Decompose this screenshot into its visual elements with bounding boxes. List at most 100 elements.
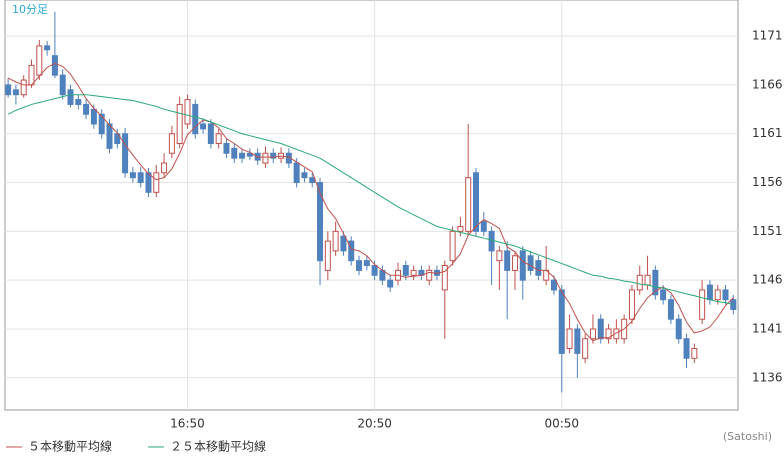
candle-body bbox=[714, 289, 721, 301]
candle-body bbox=[441, 265, 448, 291]
candle-body bbox=[558, 289, 565, 354]
candle-body bbox=[535, 260, 542, 276]
candle-body bbox=[402, 265, 409, 276]
candle-body bbox=[36, 45, 43, 76]
candle-body bbox=[145, 172, 152, 193]
x-tick-label: 20:50 bbox=[357, 417, 392, 431]
candle-body bbox=[519, 250, 526, 281]
candle-body bbox=[496, 250, 503, 262]
candle-body bbox=[215, 133, 222, 145]
y-tick-label: 1136 bbox=[752, 370, 783, 384]
candle-body bbox=[137, 172, 144, 184]
candle-body bbox=[324, 240, 331, 271]
y-tick-label: 1161 bbox=[752, 126, 783, 140]
candle-body bbox=[480, 221, 487, 232]
credit: (Satoshi) bbox=[723, 430, 772, 443]
candle-body bbox=[59, 74, 66, 96]
candle-body bbox=[605, 328, 612, 340]
candle-body bbox=[449, 230, 456, 262]
candle-body bbox=[511, 255, 518, 271]
candle-body bbox=[98, 113, 105, 135]
candle-body bbox=[644, 274, 651, 286]
candle-body bbox=[566, 328, 573, 350]
candle-body bbox=[153, 172, 160, 193]
candle-body bbox=[465, 177, 472, 232]
candle-body bbox=[660, 289, 667, 301]
candle-body bbox=[597, 318, 604, 340]
candle-body bbox=[589, 328, 596, 340]
y-tick-label: 1166 bbox=[752, 77, 783, 91]
candle-body bbox=[371, 265, 378, 276]
candle-body bbox=[387, 279, 394, 288]
legend-label: ５本移動平均線 bbox=[28, 439, 112, 454]
candle-body bbox=[706, 284, 713, 301]
candle-body bbox=[309, 177, 316, 184]
candle-body bbox=[636, 274, 643, 291]
y-tick-label: 1141 bbox=[752, 321, 783, 335]
candle-body bbox=[207, 123, 214, 144]
candle-body bbox=[675, 318, 682, 340]
candle-body bbox=[12, 89, 19, 96]
candle-body bbox=[574, 328, 581, 354]
candle-body bbox=[129, 172, 136, 179]
candle-body bbox=[262, 152, 269, 164]
candle-body bbox=[231, 147, 238, 159]
y-tick-label: 1146 bbox=[752, 273, 783, 287]
candle-body bbox=[168, 133, 175, 154]
candle-body bbox=[106, 123, 113, 149]
candle-body bbox=[184, 99, 191, 125]
candle-body bbox=[722, 289, 729, 301]
candle-body bbox=[270, 152, 277, 159]
candle-body bbox=[75, 99, 82, 105]
candle-body bbox=[667, 299, 674, 320]
y-tick-label: 1156 bbox=[752, 175, 783, 189]
candle-body bbox=[504, 250, 511, 271]
candle-body bbox=[550, 279, 557, 291]
candle-body bbox=[28, 64, 35, 86]
candle-body bbox=[20, 79, 27, 96]
candle-body bbox=[161, 162, 168, 174]
candle-body bbox=[426, 269, 433, 281]
candle-body bbox=[340, 235, 347, 252]
candle-body bbox=[317, 182, 324, 262]
legend-label: ２５本移動平均線 bbox=[170, 439, 266, 454]
candle-body bbox=[363, 260, 370, 267]
y-tick-label: 1171 bbox=[752, 29, 783, 43]
candle-body bbox=[457, 225, 464, 232]
candle-body bbox=[192, 103, 199, 135]
candle-body bbox=[293, 162, 300, 184]
candle-body bbox=[176, 103, 183, 144]
candle-body bbox=[332, 230, 339, 252]
candle-body bbox=[223, 143, 230, 154]
ma-line bbox=[7, 62, 734, 342]
candle-body bbox=[122, 133, 129, 174]
candle-body bbox=[114, 133, 121, 145]
candle-body bbox=[348, 240, 355, 262]
candle-body bbox=[239, 152, 246, 159]
candle-body bbox=[67, 89, 74, 105]
timeframe-label: 10分足 bbox=[12, 3, 48, 16]
candle-body bbox=[410, 269, 417, 276]
candle-body bbox=[83, 103, 90, 115]
candle-body bbox=[582, 338, 589, 359]
candle-body bbox=[628, 289, 635, 320]
y-tick-label: 1151 bbox=[752, 224, 783, 238]
candle-body bbox=[301, 172, 308, 179]
candle-body bbox=[90, 108, 97, 125]
candle-body bbox=[356, 260, 363, 271]
candle-body bbox=[200, 123, 207, 130]
candle-body bbox=[51, 55, 58, 76]
candle-body bbox=[5, 84, 12, 96]
x-tick-label: 00:50 bbox=[544, 417, 579, 431]
candle-body bbox=[699, 289, 706, 320]
candle-body bbox=[472, 172, 479, 232]
plot-frame bbox=[4, 0, 739, 411]
ma-line bbox=[7, 94, 734, 306]
candle-body bbox=[44, 45, 51, 51]
candle-body bbox=[246, 152, 253, 157]
x-tick-label: 16:50 bbox=[170, 417, 205, 431]
candle-body bbox=[652, 269, 659, 296]
candle-body bbox=[527, 255, 534, 271]
